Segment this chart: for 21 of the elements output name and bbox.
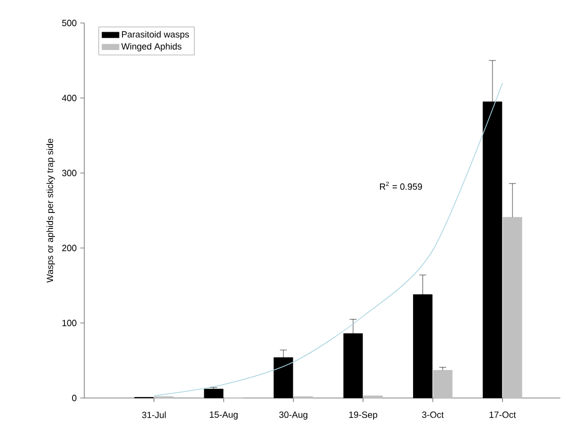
bar bbox=[502, 217, 522, 398]
legend-label: Parasitoid wasps bbox=[122, 30, 189, 40]
y-tick-label: 200 bbox=[62, 244, 76, 252]
x-tick-label: 15-Aug bbox=[210, 412, 238, 420]
legend-label: Winged Aphids bbox=[121, 42, 182, 52]
y-axis-title: Wasps or aphids per sticky trap side bbox=[46, 138, 55, 283]
bar bbox=[363, 396, 383, 398]
y-tick-label: 400 bbox=[62, 94, 76, 102]
x-tick-label: 19-Sep bbox=[349, 412, 378, 420]
y-tick-label: 500 bbox=[62, 20, 76, 26]
bar bbox=[433, 370, 452, 398]
x-tick-label: 17-Oct bbox=[490, 412, 516, 418]
y-tick-label: 100 bbox=[62, 320, 76, 326]
annotation: R$^{2}$ = 0.959 bbox=[380, 182, 422, 190]
x-tick-label: 30-Aug bbox=[279, 412, 308, 420]
bar bbox=[204, 388, 224, 398]
line-series bbox=[154, 82, 503, 396]
x-tick-label: 31-Jul bbox=[142, 412, 166, 418]
y-tick-label: 0 bbox=[72, 394, 76, 402]
y-tick-label: 300 bbox=[62, 170, 76, 176]
x-tick-label: 3-Oct bbox=[422, 412, 444, 418]
